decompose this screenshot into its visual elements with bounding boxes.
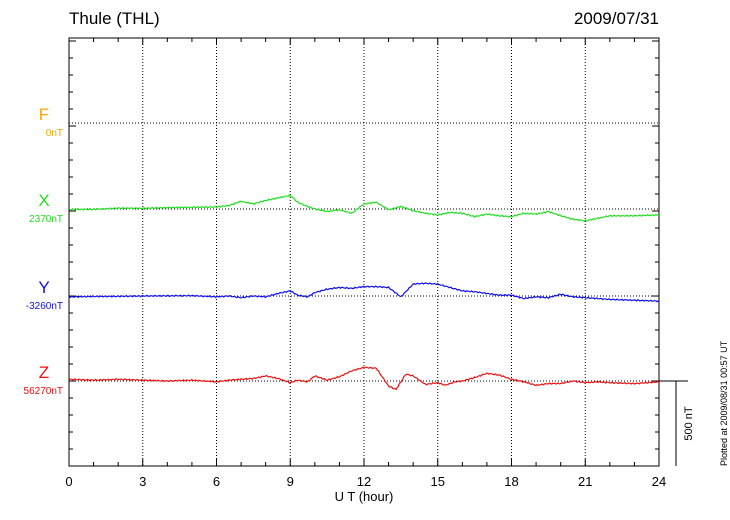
series-line-y (68, 282, 660, 303)
series-labels: F 0nT X 2370nT Y -3260nT Z 56270nT (24, 105, 63, 397)
x-tick-label: 21 (578, 474, 592, 489)
series-line-x (68, 194, 660, 222)
x-tick-label: 15 (431, 474, 445, 489)
series-baseline-x: 2370nT (29, 214, 63, 225)
grid-lines (69, 38, 659, 466)
series-name-f: F (39, 105, 49, 124)
x-tick-label: 18 (504, 474, 518, 489)
x-tick-label: 6 (213, 474, 220, 489)
x-tick-label: 0 (65, 474, 72, 489)
axis-ticks: 0 3 6 9 12 15 18 21 24 (65, 38, 666, 489)
series-name-y: Y (38, 278, 49, 297)
series-baseline-f: 0nT (46, 128, 63, 139)
x-axis-label: U T (hour) (335, 489, 394, 504)
x-tick-label: 3 (139, 474, 146, 489)
series-baseline-y: -3260nT (26, 301, 63, 312)
plotted-timestamp: Plotted at 2009/08/31 00:57 UT (719, 340, 729, 466)
chart-date: 2009/07/31 (573, 9, 659, 28)
series-baseline-z: 56270nT (24, 386, 63, 397)
series-name-x: X (38, 191, 49, 210)
x-tick-label: 24 (652, 474, 666, 489)
x-tick-label: 9 (287, 474, 294, 489)
scale-bar: 500 nT (659, 380, 695, 466)
x-tick-label: 12 (357, 474, 371, 489)
station-title: Thule (THL) (69, 9, 160, 28)
series-name-z: Z (39, 363, 49, 382)
series-line-z (68, 366, 660, 391)
scale-bar-label: 500 nT (683, 406, 695, 441)
series-lines (68, 194, 660, 391)
